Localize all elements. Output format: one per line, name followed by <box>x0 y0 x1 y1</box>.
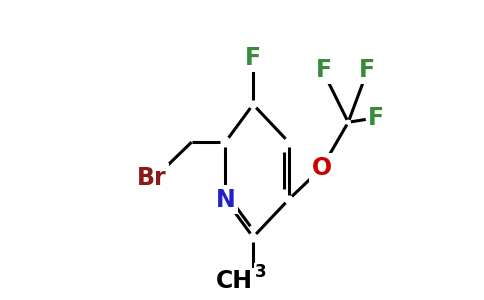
Text: F: F <box>316 58 332 82</box>
Text: F: F <box>368 106 384 130</box>
Text: 3: 3 <box>255 263 266 281</box>
Text: F: F <box>245 46 261 70</box>
Text: O: O <box>312 156 332 180</box>
Text: Br: Br <box>137 166 166 190</box>
Text: CH: CH <box>216 269 253 293</box>
Text: F: F <box>359 58 375 82</box>
Text: N: N <box>215 188 235 212</box>
